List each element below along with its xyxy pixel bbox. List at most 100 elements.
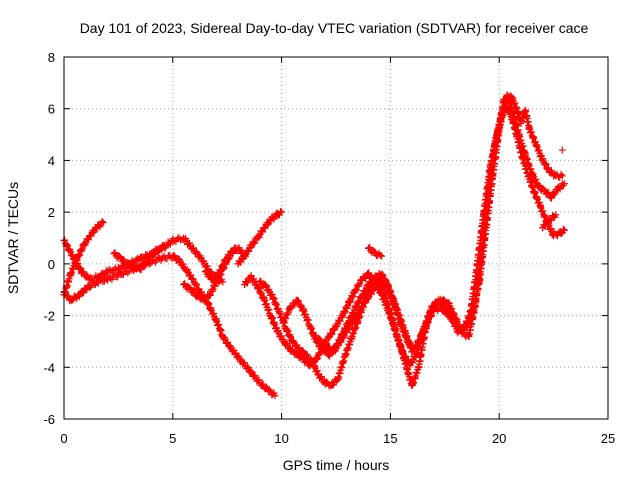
data-point <box>302 350 310 358</box>
data-point <box>260 296 268 304</box>
data-point <box>330 348 338 356</box>
data-point <box>537 203 545 211</box>
data-point <box>212 317 220 325</box>
data-point <box>495 125 503 133</box>
data-point <box>362 296 370 304</box>
y-tick-label: -6 <box>43 412 55 427</box>
y-tick-label: 0 <box>48 257 55 272</box>
data-point <box>554 185 562 193</box>
data-point <box>136 255 144 263</box>
x-tick-label: 25 <box>601 431 615 446</box>
x-tick-label: 20 <box>492 431 506 446</box>
x-tick-label: 15 <box>383 431 397 446</box>
data-point <box>267 312 275 320</box>
data-point <box>376 275 384 283</box>
series-arc-2 <box>60 218 107 299</box>
data-point <box>86 275 94 283</box>
data-point <box>123 260 131 268</box>
data-point <box>365 281 373 289</box>
data-point <box>162 242 170 250</box>
data-point <box>188 244 196 252</box>
data-point <box>265 387 273 395</box>
data-point <box>558 146 566 154</box>
data-point <box>182 265 190 273</box>
data-point <box>541 187 549 195</box>
data-point <box>436 304 444 312</box>
data-point <box>315 371 323 379</box>
data-point <box>273 211 281 219</box>
data-point <box>175 257 183 265</box>
data-point <box>247 273 255 281</box>
data-point <box>382 278 390 286</box>
x-tick-label: 5 <box>169 431 176 446</box>
data-point <box>293 296 301 304</box>
data-point <box>352 286 360 294</box>
data-point <box>114 265 122 273</box>
data-point <box>228 247 236 255</box>
data-point <box>458 330 466 338</box>
data-point <box>180 234 188 242</box>
data-point <box>201 268 209 276</box>
data-point <box>99 218 107 226</box>
data-point <box>443 309 451 317</box>
data-point <box>282 325 290 332</box>
data-point <box>465 332 473 340</box>
data-point <box>299 306 307 314</box>
data-point <box>308 358 316 366</box>
data-point <box>408 348 416 356</box>
data-point <box>241 281 249 289</box>
series-arc-7 <box>234 207 286 268</box>
data-point <box>256 278 264 286</box>
data-point <box>395 312 403 320</box>
data-point <box>513 105 521 113</box>
data-point <box>358 275 366 283</box>
data-point <box>273 327 281 335</box>
series-arc-10 <box>280 91 566 360</box>
data-point <box>521 107 529 115</box>
data-point <box>208 275 216 283</box>
data-point <box>186 286 194 294</box>
data-point <box>143 257 151 265</box>
data-point <box>169 237 177 245</box>
data-point <box>378 252 386 260</box>
data-point <box>295 345 303 353</box>
data-point <box>321 379 329 387</box>
data-point <box>389 293 397 301</box>
chart-title: Day 101 of 2023, Sidereal Day-to-day VTE… <box>80 20 589 36</box>
series-arc-12 <box>365 243 386 260</box>
data-point <box>269 293 277 301</box>
data-point <box>332 322 340 330</box>
data-point <box>560 180 568 188</box>
data-points <box>60 91 568 400</box>
data-point <box>371 273 379 281</box>
data-point <box>432 299 440 307</box>
data-point <box>439 296 447 304</box>
data-point <box>325 332 333 340</box>
series-arc-4 <box>110 242 170 274</box>
data-point <box>86 231 94 239</box>
data-point <box>77 268 85 276</box>
plot-frame <box>63 56 609 420</box>
data-point <box>404 368 412 376</box>
data-point <box>225 343 233 351</box>
data-point <box>504 92 512 100</box>
data-point <box>547 193 555 201</box>
data-point <box>456 325 464 332</box>
data-point <box>271 392 279 400</box>
data-point <box>219 332 227 340</box>
data-point <box>280 337 288 345</box>
data-point <box>67 270 75 278</box>
data-point <box>550 231 558 239</box>
y-tick-label: 8 <box>48 50 55 65</box>
data-point <box>286 304 294 312</box>
data-point <box>188 275 196 283</box>
data-point <box>214 270 222 278</box>
data-point <box>508 94 516 102</box>
data-point <box>288 337 296 345</box>
data-point <box>539 224 547 232</box>
data-point <box>136 265 144 273</box>
data-point <box>256 379 264 387</box>
series-arc-11 <box>310 275 416 356</box>
data-point <box>552 172 560 180</box>
